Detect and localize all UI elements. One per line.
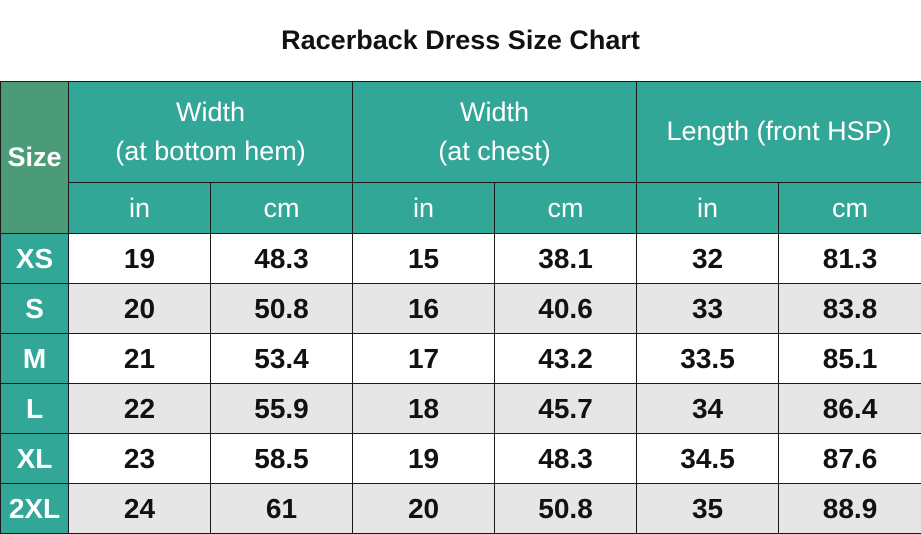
table-cell: 16 <box>353 284 495 334</box>
table-cell: 34 <box>637 384 779 434</box>
size-label: XS <box>1 234 69 284</box>
table-cell: 81.3 <box>779 234 921 284</box>
table-cell: 15 <box>353 234 495 284</box>
size-label: L <box>1 384 69 434</box>
table-cell: 20 <box>353 484 495 534</box>
unit-header-row: in cm in cm in cm <box>1 183 921 234</box>
group-header-line1: Width <box>353 93 636 132</box>
table-cell: 61 <box>211 484 353 534</box>
table-cell: 23 <box>69 434 211 484</box>
table-cell: 22 <box>69 384 211 434</box>
table-cell: 53.4 <box>211 334 353 384</box>
table-cell: 50.8 <box>211 284 353 334</box>
table-cell: 21 <box>69 334 211 384</box>
size-table: Size Width (at bottom hem) Width (at che… <box>0 81 921 534</box>
group-header-bottom-hem: Width (at bottom hem) <box>69 82 353 183</box>
table-cell: 38.1 <box>495 234 637 284</box>
table-cell: 48.3 <box>495 434 637 484</box>
size-column-header: Size <box>1 82 69 234</box>
table-cell: 85.1 <box>779 334 921 384</box>
table-cell: 48.3 <box>211 234 353 284</box>
table-row: L 22 55.9 18 45.7 34 86.4 <box>1 384 921 434</box>
table-cell: 86.4 <box>779 384 921 434</box>
unit-header: in <box>353 183 495 234</box>
table-cell: 50.8 <box>495 484 637 534</box>
group-header-line2: (at chest) <box>353 132 636 171</box>
table-cell: 40.6 <box>495 284 637 334</box>
group-header-row: Size Width (at bottom hem) Width (at che… <box>1 82 921 183</box>
table-row: XS 19 48.3 15 38.1 32 81.3 <box>1 234 921 284</box>
table-row: M 21 53.4 17 43.2 33.5 85.1 <box>1 334 921 384</box>
unit-header: cm <box>495 183 637 234</box>
table-row: XL 23 58.5 19 48.3 34.5 87.6 <box>1 434 921 484</box>
table-cell: 45.7 <box>495 384 637 434</box>
group-header-line1: Width <box>69 93 352 132</box>
table-cell: 34.5 <box>637 434 779 484</box>
table-cell: 24 <box>69 484 211 534</box>
size-label: S <box>1 284 69 334</box>
table-cell: 33 <box>637 284 779 334</box>
table-row: S 20 50.8 16 40.6 33 83.8 <box>1 284 921 334</box>
table-cell: 18 <box>353 384 495 434</box>
unit-header: cm <box>211 183 353 234</box>
size-label: 2XL <box>1 484 69 534</box>
table-cell: 33.5 <box>637 334 779 384</box>
table-cell: 35 <box>637 484 779 534</box>
chart-title: Racerback Dress Size Chart <box>0 0 921 81</box>
table-cell: 19 <box>353 434 495 484</box>
table-row: 2XL 24 61 20 50.8 35 88.9 <box>1 484 921 534</box>
table-cell: 43.2 <box>495 334 637 384</box>
group-header-line2: (at bottom hem) <box>69 132 352 171</box>
group-header-length: Length (front HSP) <box>637 82 921 183</box>
table-cell: 19 <box>69 234 211 284</box>
table-cell: 32 <box>637 234 779 284</box>
group-header-chest: Width (at chest) <box>353 82 637 183</box>
unit-header: in <box>637 183 779 234</box>
table-cell: 88.9 <box>779 484 921 534</box>
group-header-line1: Length (front HSP) <box>637 112 921 151</box>
table-cell: 17 <box>353 334 495 384</box>
size-label: M <box>1 334 69 384</box>
table-cell: 20 <box>69 284 211 334</box>
table-cell: 58.5 <box>211 434 353 484</box>
table-cell: 83.8 <box>779 284 921 334</box>
size-label: XL <box>1 434 69 484</box>
table-cell: 55.9 <box>211 384 353 434</box>
table-cell: 87.6 <box>779 434 921 484</box>
unit-header: cm <box>779 183 921 234</box>
unit-header: in <box>69 183 211 234</box>
